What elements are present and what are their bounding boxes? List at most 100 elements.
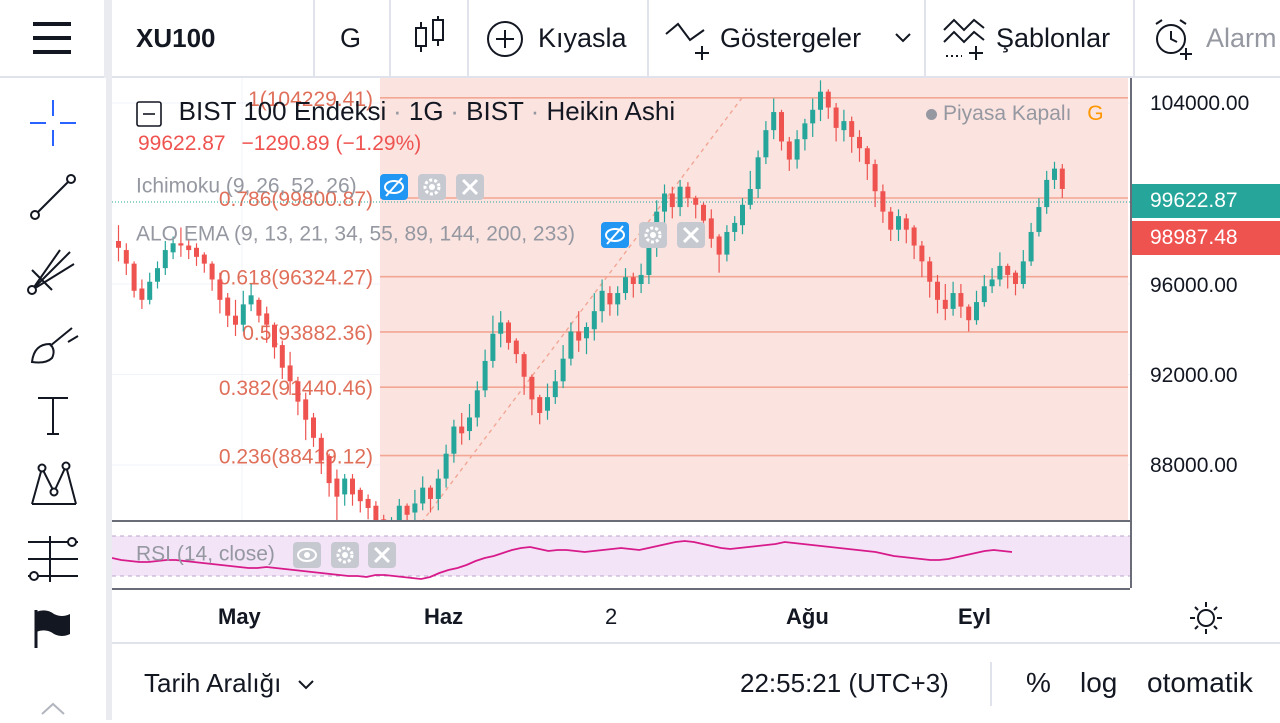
candle-body [552,381,558,398]
indicator-ema[interactable]: ALO EMA (9, 13, 21, 34, 55, 89, 144, 200… [136,222,705,248]
settings-sun-icon[interactable] [1188,600,1224,636]
candle-body [716,236,722,255]
settings-gear-icon[interactable] [418,174,447,200]
compare-label: Kıyasla [538,23,627,53]
candle-body [178,243,184,246]
price-axis[interactable]: 104000.00 96000.00 92000.00 88000.00 996… [1130,78,1280,634]
compare-button[interactable]: Kıyasla [484,0,644,76]
chevron-up-icon[interactable] [38,698,68,718]
fib-level-label: 0.5(93882.36) [242,322,373,345]
percent-toggle[interactable]: % [1026,667,1051,698]
candle-body [1059,168,1065,189]
close-icon[interactable] [456,174,485,200]
gann-fan-tool[interactable] [22,240,84,302]
forecast-tool[interactable] [22,528,84,590]
settings-gear-icon[interactable] [638,222,667,248]
indicators-button[interactable]: Göstergeler [662,0,920,76]
candle-body [724,231,730,255]
pattern-tool[interactable] [22,454,84,516]
text-tool[interactable] [22,384,84,446]
candle-body [272,324,277,348]
candle-body [880,191,886,212]
candle-body [467,417,472,432]
plus-circle-icon [487,21,523,57]
bottom-toolbar: Tarih Aralığı 22:55:21 (UTC+3) % log oto… [112,642,1280,722]
time-label: May [218,604,261,629]
close-icon[interactable] [368,542,397,568]
time-axis[interactable]: May Haz 2 Ağu Eyl [112,588,1130,644]
candle-body [116,241,121,248]
main-chart-pane[interactable]: 1(104229.41) 0.786(99800.87) 0.618(96324.2… [112,78,1130,520]
rsi-line [112,540,1013,580]
collapse-legend-icon[interactable] [136,100,162,127]
brush-icon [30,327,79,364]
chart-style-button[interactable] [412,14,448,60]
alarm-button[interactable]: Alarm [1150,0,1280,76]
candle-body [615,293,621,305]
candle-body [420,487,426,504]
hide-eye-icon[interactable] [292,542,321,568]
last-price-tag: 99622.87 [1132,184,1280,218]
rsi-legend[interactable]: RSI (14, close) [136,542,397,568]
settings-gear-icon[interactable] [330,542,359,568]
close-icon[interactable] [676,222,705,248]
candle-body [623,277,628,294]
candle-body [365,498,371,508]
market-status: Piyasa Kapalı G [926,102,1104,126]
ema-price-tag: 98987.48 [1132,221,1280,255]
candle-body [334,478,340,497]
xabcd-pattern-icon [31,461,77,505]
candle-body [857,136,862,149]
change-value: −1290.89 (−1.29%) [241,132,422,155]
candle-body [818,91,823,110]
top-toolbar: XU100 G Kıyasla Göstergeler [0,0,1280,78]
fib-level-label: 0.236(88419.12) [219,446,373,469]
candle-body [131,263,137,291]
candles-icon [415,16,444,52]
hide-eye-icon[interactable] [600,222,629,248]
trend-line-icon [30,174,76,220]
candle-body [412,503,418,513]
candle-body [1028,231,1034,262]
candle-body [186,245,192,251]
trend-line-tool[interactable] [22,166,84,228]
candle-body [591,311,597,330]
candle-body [981,286,987,303]
candle-body [942,299,948,309]
candle-body [701,204,706,221]
time-label: Haz [424,604,464,629]
interval-button[interactable]: G [340,23,362,53]
hide-eye-icon[interactable] [380,174,409,200]
alarm-clock-icon [1155,19,1192,60]
rsi-pane[interactable]: RSI (14, close) [112,520,1130,590]
crosshair-icon [30,100,76,146]
flag-tool[interactable] [22,598,84,660]
log-toggle[interactable]: log [1080,667,1118,698]
indicator-ichimoku[interactable]: Ichimoku (9, 26, 52, 26) [136,174,485,200]
price-tick: 88000.00 [1150,454,1238,477]
candle-body [802,123,808,140]
candle-body [1020,261,1026,284]
candle-body [1013,272,1018,284]
rsi-chart [112,535,1130,580]
price-tick: 104000.00 [1150,92,1250,115]
clock[interactable]: 22:55:21 (UTC+3) [740,668,949,698]
candle-body [771,112,777,131]
auto-scale-toggle[interactable]: otomatik [1147,667,1253,698]
candle-body [989,279,995,287]
candle-body [685,186,691,199]
menu-icon[interactable] [33,22,71,54]
candle-body [373,505,379,520]
candle-body [599,290,605,312]
chevron-down-icon [297,680,314,690]
candle-body [779,112,784,142]
date-range-button[interactable]: Tarih Aralığı [144,644,315,722]
candle-body [872,164,878,192]
symbol-button[interactable]: XU100 [136,23,216,53]
crosshair-tool[interactable] [22,92,84,154]
time-label: Eyl [958,604,992,629]
candle-body [435,478,441,499]
market-status-label: Piyasa Kapalı [943,102,1072,125]
templates-button[interactable]: Şablonlar [940,0,1130,76]
brush-tool[interactable] [22,314,84,376]
